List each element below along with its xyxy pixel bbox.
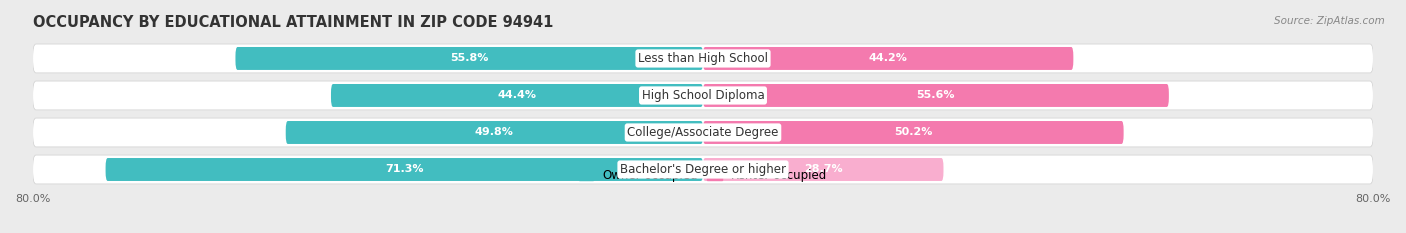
Text: High School Diploma: High School Diploma	[641, 89, 765, 102]
Text: 49.8%: 49.8%	[475, 127, 513, 137]
Text: Source: ZipAtlas.com: Source: ZipAtlas.com	[1274, 16, 1385, 26]
FancyBboxPatch shape	[235, 47, 703, 70]
Text: 44.2%: 44.2%	[869, 53, 908, 63]
FancyBboxPatch shape	[285, 121, 703, 144]
Text: 71.3%: 71.3%	[385, 164, 423, 175]
FancyBboxPatch shape	[330, 84, 703, 107]
FancyBboxPatch shape	[703, 84, 1168, 107]
Legend: Owner-occupied, Renter-occupied: Owner-occupied, Renter-occupied	[574, 164, 832, 187]
Text: College/Associate Degree: College/Associate Degree	[627, 126, 779, 139]
FancyBboxPatch shape	[703, 158, 943, 181]
Text: 55.8%: 55.8%	[450, 53, 488, 63]
Text: OCCUPANCY BY EDUCATIONAL ATTAINMENT IN ZIP CODE 94941: OCCUPANCY BY EDUCATIONAL ATTAINMENT IN Z…	[32, 15, 553, 30]
FancyBboxPatch shape	[32, 44, 1374, 73]
FancyBboxPatch shape	[32, 81, 1374, 110]
FancyBboxPatch shape	[32, 155, 1374, 184]
FancyBboxPatch shape	[703, 47, 1073, 70]
Text: 28.7%: 28.7%	[804, 164, 842, 175]
Text: Bachelor's Degree or higher: Bachelor's Degree or higher	[620, 163, 786, 176]
Text: 50.2%: 50.2%	[894, 127, 932, 137]
Text: Less than High School: Less than High School	[638, 52, 768, 65]
Text: 55.6%: 55.6%	[917, 90, 955, 100]
FancyBboxPatch shape	[32, 118, 1374, 147]
Text: 44.4%: 44.4%	[498, 90, 537, 100]
FancyBboxPatch shape	[703, 121, 1123, 144]
FancyBboxPatch shape	[105, 158, 703, 181]
